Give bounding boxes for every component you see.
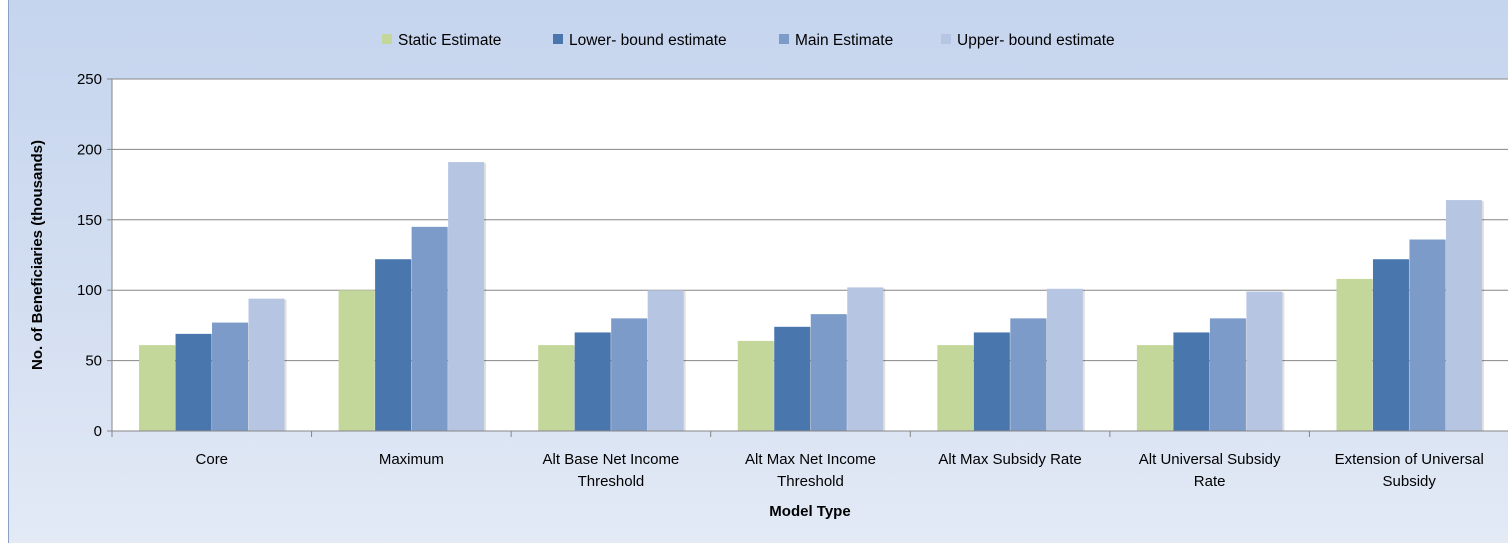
legend-label: Static Estimate bbox=[398, 32, 501, 49]
bar-main-estimate bbox=[810, 314, 847, 431]
y-axis-title: No. of Beneficiaries (thousands) bbox=[29, 140, 46, 370]
legend: Static Estimate Lower- bound estimate Main… bbox=[382, 32, 1115, 49]
bar-static-estimate bbox=[338, 290, 375, 431]
bar-static-estimate bbox=[538, 345, 575, 431]
bar-lower-bound-estimate bbox=[1372, 259, 1409, 431]
bar-upper-bound-estimate bbox=[847, 287, 884, 431]
x-category-label-line: Subsidy bbox=[1383, 473, 1437, 490]
x-category-label-line: Alt Universal Subsidy bbox=[1139, 451, 1281, 468]
y-tick-label: 0 bbox=[94, 423, 102, 440]
bar-lower-bound-estimate bbox=[774, 326, 811, 431]
legend-label: Lower- bound estimate bbox=[569, 32, 727, 49]
x-category-label-line: Threshold bbox=[777, 473, 844, 490]
x-category-label-line: Maximum bbox=[379, 451, 444, 468]
bar-static-estimate bbox=[1136, 345, 1173, 431]
x-category-label: Alt Universal Subsidy Rate bbox=[1139, 451, 1281, 490]
bar-upper-bound-estimate bbox=[1246, 291, 1283, 431]
y-tick-label: 250 bbox=[77, 71, 102, 88]
bar-lower-bound-estimate bbox=[574, 332, 611, 431]
y-tick-label: 200 bbox=[77, 141, 102, 158]
bar-main-estimate bbox=[212, 322, 249, 431]
y-axis-ticks: 0 50 100 150 200 250 bbox=[77, 71, 112, 440]
bar-static-estimate bbox=[139, 345, 176, 431]
legend-label: Upper- bound estimate bbox=[957, 32, 1115, 49]
bar-main-estimate bbox=[611, 318, 648, 431]
legend-swatch bbox=[553, 34, 563, 44]
bar-upper-bound-estimate bbox=[1046, 288, 1083, 431]
bar-upper-bound-estimate bbox=[448, 162, 485, 431]
x-category-label-line: Threshold bbox=[578, 473, 645, 490]
bar-static-estimate bbox=[737, 340, 774, 431]
x-category-label-line: Extension of Universal bbox=[1335, 451, 1484, 468]
bar-lower-bound-estimate bbox=[375, 259, 412, 431]
bar-lower-bound-estimate bbox=[1173, 332, 1210, 431]
x-category-label-line: Alt Base Net Income bbox=[543, 451, 680, 468]
x-category-label-line: Alt Max Net Income bbox=[745, 451, 876, 468]
x-category-label-line: Alt Max Subsidy Rate bbox=[938, 451, 1081, 468]
y-tick-label: 100 bbox=[77, 282, 102, 299]
x-category-label-line: Core bbox=[196, 451, 229, 468]
y-tick-label: 150 bbox=[77, 212, 102, 229]
legend-swatch bbox=[779, 34, 789, 44]
bar-main-estimate bbox=[411, 226, 448, 431]
bar-chart: Static Estimate Lower- bound estimate Main… bbox=[29, 32, 1508, 520]
legend-swatch bbox=[941, 34, 951, 44]
bar-upper-bound-estimate bbox=[1445, 200, 1482, 431]
bar-upper-bound-estimate bbox=[248, 298, 285, 431]
x-category-label: Maximum bbox=[379, 451, 444, 468]
legend-swatch bbox=[382, 34, 392, 44]
x-category-label-line: Rate bbox=[1194, 473, 1226, 490]
bar-main-estimate bbox=[1409, 239, 1446, 431]
y-tick-label: 50 bbox=[85, 353, 102, 370]
legend-label: Main Estimate bbox=[795, 32, 893, 49]
chart-frame: Static Estimate Lower- bound estimate Main… bbox=[8, 0, 1508, 543]
bar-static-estimate bbox=[1336, 278, 1373, 431]
bar-lower-bound-estimate bbox=[175, 333, 212, 431]
x-category-label: Alt Max Subsidy Rate bbox=[938, 451, 1081, 468]
axes bbox=[111, 79, 1508, 432]
x-axis-title: Model Type bbox=[769, 503, 850, 520]
bar-upper-bound-estimate bbox=[647, 290, 684, 431]
x-axis-ticks: Core Maximum Alt Base Net Income ThresholdA… bbox=[111, 431, 1484, 490]
bar-static-estimate bbox=[937, 345, 974, 431]
bar-lower-bound-estimate bbox=[973, 332, 1010, 431]
bar-main-estimate bbox=[1010, 318, 1047, 431]
x-category-label: Alt Base Net Income Threshold bbox=[543, 451, 680, 490]
bar-main-estimate bbox=[1209, 318, 1246, 431]
x-category-label: Extension of Universal Subsidy bbox=[1335, 451, 1484, 490]
x-category-label: Alt Max Net Income Threshold bbox=[745, 451, 876, 490]
x-category-label: Core bbox=[196, 451, 229, 468]
bars bbox=[139, 162, 1484, 431]
